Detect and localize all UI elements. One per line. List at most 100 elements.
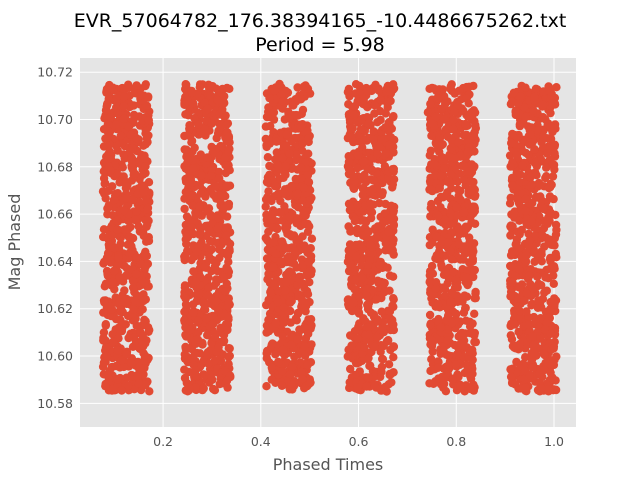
- data-point: [281, 278, 291, 287]
- data-point: [273, 161, 283, 170]
- data-point: [132, 253, 142, 262]
- data-point: [506, 162, 515, 171]
- data-point: [225, 84, 234, 94]
- data-point: [261, 122, 271, 131]
- data-point: [139, 187, 148, 197]
- data-point: [359, 157, 369, 167]
- data-point: [353, 200, 362, 210]
- data-point: [373, 333, 382, 342]
- y-tick-label: 10.70: [37, 112, 73, 127]
- data-point: [433, 300, 443, 309]
- data-point: [120, 286, 129, 295]
- data-point: [466, 384, 475, 394]
- data-point: [194, 120, 203, 129]
- data-point: [551, 249, 560, 259]
- data-point: [209, 190, 218, 200]
- data-point: [361, 177, 371, 187]
- data-point: [270, 86, 279, 95]
- data-point: [190, 114, 199, 123]
- data-point: [363, 164, 372, 174]
- data-point: [190, 349, 200, 358]
- data-point: [101, 357, 110, 367]
- data-point: [296, 122, 306, 132]
- data-point: [134, 222, 143, 231]
- data-point: [454, 86, 464, 96]
- data-point: [185, 325, 195, 335]
- data-point: [222, 264, 232, 274]
- data-point: [281, 162, 291, 171]
- data-point: [199, 384, 208, 393]
- data-point: [119, 206, 129, 215]
- data-point: [185, 383, 194, 393]
- data-point: [454, 224, 463, 233]
- data-point: [182, 212, 192, 221]
- data-point: [433, 363, 443, 372]
- data-point: [273, 298, 283, 307]
- data-point: [191, 208, 200, 217]
- data-point: [306, 315, 316, 324]
- data-point: [112, 216, 122, 226]
- data-point: [265, 161, 274, 171]
- data-point: [129, 305, 138, 314]
- data-point: [386, 133, 396, 142]
- data-point: [103, 133, 113, 142]
- data-point: [515, 178, 525, 187]
- data-point: [287, 383, 297, 392]
- data-point: [294, 274, 304, 284]
- data-point: [185, 124, 194, 134]
- data-point: [528, 363, 537, 372]
- data-point: [466, 372, 475, 381]
- data-point: [348, 124, 357, 133]
- data-point: [350, 102, 360, 111]
- data-point: [225, 351, 234, 360]
- data-point: [370, 101, 379, 110]
- data-point: [358, 184, 367, 193]
- data-point: [540, 365, 549, 375]
- data-point: [105, 140, 114, 149]
- data-point: [216, 356, 226, 365]
- data-point: [104, 186, 113, 195]
- data-point: [538, 230, 547, 240]
- data-point: [517, 225, 526, 235]
- data-point: [182, 145, 191, 154]
- data-point: [443, 132, 452, 141]
- data-point: [272, 137, 281, 146]
- data-point: [541, 173, 550, 183]
- data-point: [530, 349, 539, 358]
- data-point: [459, 208, 469, 218]
- data-point: [427, 119, 437, 128]
- data-point: [181, 294, 190, 303]
- data-point: [358, 273, 367, 283]
- data-point: [466, 187, 476, 196]
- data-point: [132, 269, 141, 279]
- data-point: [533, 327, 543, 336]
- data-point: [518, 161, 527, 170]
- data-point: [459, 131, 469, 140]
- data-point: [200, 262, 209, 271]
- data-point: [277, 90, 286, 100]
- data-point: [471, 120, 480, 130]
- data-point: [507, 335, 517, 344]
- data-point: [453, 100, 462, 110]
- data-point: [273, 224, 282, 233]
- data-point: [122, 350, 131, 359]
- data-point: [293, 189, 302, 198]
- data-point: [271, 249, 281, 258]
- data-point: [132, 81, 141, 90]
- data-point: [431, 284, 441, 293]
- data-point: [449, 115, 458, 125]
- data-point: [262, 215, 271, 224]
- data-point: [106, 166, 115, 175]
- data-point: [223, 119, 233, 128]
- data-point: [454, 239, 464, 249]
- data-point: [526, 279, 535, 289]
- data-point: [271, 208, 280, 217]
- data-point: [436, 171, 446, 180]
- data-point: [206, 91, 215, 100]
- data-point: [381, 382, 390, 391]
- data-point: [351, 252, 361, 261]
- data-points: [98, 79, 561, 396]
- data-point: [539, 204, 548, 214]
- data-point: [273, 189, 283, 199]
